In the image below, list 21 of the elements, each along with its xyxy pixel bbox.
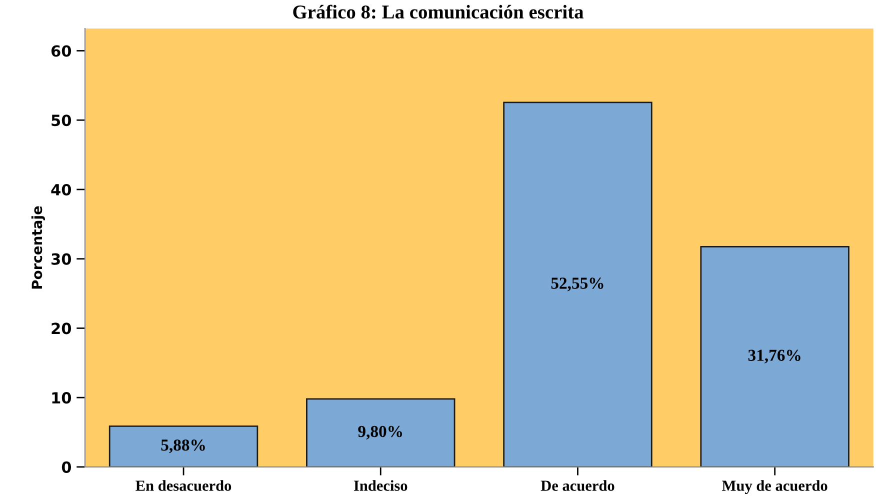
y-tick-label: 50 — [52, 114, 72, 126]
bar — [700, 246, 850, 467]
data-label: 31,76% — [748, 350, 800, 364]
x-tick-label: Muy de acuerdo — [722, 480, 828, 494]
y-tick-label: 30 — [52, 253, 72, 265]
bar — [306, 398, 456, 467]
x-tick-label: En desacuerdo — [136, 480, 232, 491]
x-tick-label: De acuerdo — [540, 480, 614, 491]
data-label: 9,80% — [358, 426, 402, 440]
data-label: 52,55% — [551, 278, 604, 292]
y-tick-label: 20 — [52, 322, 72, 334]
y-tick-label: 0 — [62, 461, 72, 473]
chart-title: Gráfico 8: La comunicación escrita — [293, 4, 584, 19]
bar — [503, 102, 652, 467]
data-label: 5,88% — [161, 439, 205, 454]
y-axis-title: Porcentaje — [31, 206, 45, 289]
y-tick-label: 40 — [51, 184, 72, 196]
x-tick-label: Indeciso — [354, 480, 408, 491]
y-tick-label: 60 — [51, 45, 72, 57]
y-tick-label: 10 — [52, 392, 72, 404]
bar — [108, 425, 258, 467]
